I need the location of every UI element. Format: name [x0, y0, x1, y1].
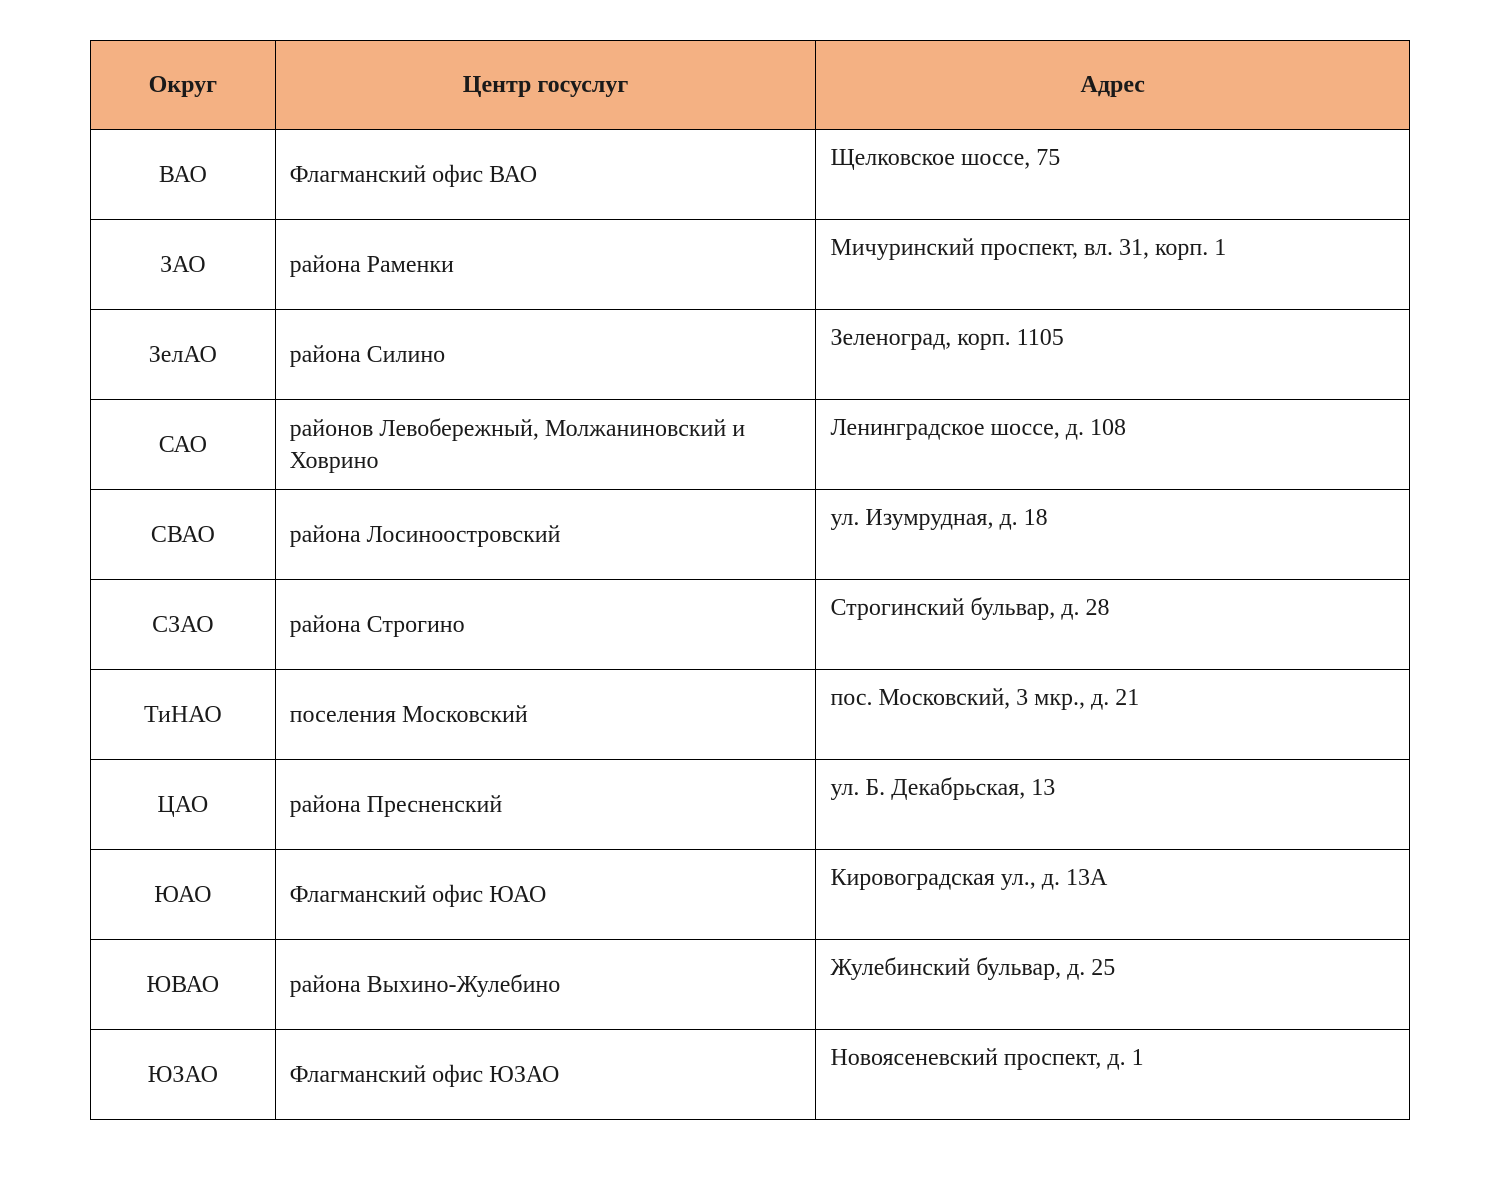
cell-okrug: СВАО	[91, 490, 276, 580]
table-row: ЗелАО района Силино Зеленоград, корп. 11…	[91, 310, 1410, 400]
cell-center: района Строгино	[275, 580, 816, 670]
cell-address: ул. Изумрудная, д. 18	[816, 490, 1410, 580]
cell-address: Жулебинский бульвар, д. 25	[816, 940, 1410, 1030]
table-row: ВАО Флагманский офис ВАО Щелковское шосс…	[91, 130, 1410, 220]
table-row: САО районов Левобережный, Молжаниновский…	[91, 400, 1410, 490]
cell-center: Флагманский офис ЮЗАО	[275, 1030, 816, 1120]
cell-address: Щелковское шоссе, 75	[816, 130, 1410, 220]
header-okrug: Округ	[91, 41, 276, 130]
cell-address: Строгинский бульвар, д. 28	[816, 580, 1410, 670]
table-row: СВАО района Лосиноостровский ул. Изумруд…	[91, 490, 1410, 580]
cell-address: Кировоградская ул., д. 13А	[816, 850, 1410, 940]
table-row: ЮАО Флагманский офис ЮАО Кировоградская …	[91, 850, 1410, 940]
table-row: ЮЗАО Флагманский офис ЮЗАО Новоясеневски…	[91, 1030, 1410, 1120]
cell-center: поселения Московский	[275, 670, 816, 760]
cell-okrug: ЮАО	[91, 850, 276, 940]
cell-okrug: ЮВАО	[91, 940, 276, 1030]
cell-center: района Силино	[275, 310, 816, 400]
cell-center: района Раменки	[275, 220, 816, 310]
cell-okrug: САО	[91, 400, 276, 490]
table-row: ЮВАО района Выхино-Жулебино Жулебинский …	[91, 940, 1410, 1030]
cell-address: Мичуринский проспект, вл. 31, корп. 1	[816, 220, 1410, 310]
cell-okrug: ЗелАО	[91, 310, 276, 400]
cell-center: Флагманский офис ЮАО	[275, 850, 816, 940]
cell-address: Зеленоград, корп. 1105	[816, 310, 1410, 400]
cell-okrug: ЗАО	[91, 220, 276, 310]
header-center: Центр госуслуг	[275, 41, 816, 130]
header-address: Адрес	[816, 41, 1410, 130]
cell-address: пос. Московский, 3 мкр., д. 21	[816, 670, 1410, 760]
cell-center: района Лосиноостровский	[275, 490, 816, 580]
cell-okrug: ТиНАО	[91, 670, 276, 760]
cell-address: Новоясеневский проспект, д. 1	[816, 1030, 1410, 1120]
cell-center: районов Левобережный, Молжаниновский и Х…	[275, 400, 816, 490]
cell-okrug: ЮЗАО	[91, 1030, 276, 1120]
table-header-row: Округ Центр госуслуг Адрес	[91, 41, 1410, 130]
table-row: СЗАО района Строгино Строгинский бульвар…	[91, 580, 1410, 670]
table-body: ВАО Флагманский офис ВАО Щелковское шосс…	[91, 130, 1410, 1120]
cell-okrug: ЦАО	[91, 760, 276, 850]
cell-center: района Пресненский	[275, 760, 816, 850]
cell-address: ул. Б. Декабрьская, 13	[816, 760, 1410, 850]
table-row: ТиНАО поселения Московский пос. Московск…	[91, 670, 1410, 760]
cell-center: района Выхино-Жулебино	[275, 940, 816, 1030]
cell-okrug: ВАО	[91, 130, 276, 220]
table-row: ЗАО района Раменки Мичуринский проспект,…	[91, 220, 1410, 310]
services-table: Округ Центр госуслуг Адрес ВАО Флагманск…	[90, 40, 1410, 1120]
cell-okrug: СЗАО	[91, 580, 276, 670]
table-header: Округ Центр госуслуг Адрес	[91, 41, 1410, 130]
cell-address: Ленинградское шоссе, д. 108	[816, 400, 1410, 490]
cell-center: Флагманский офис ВАО	[275, 130, 816, 220]
table-row: ЦАО района Пресненский ул. Б. Декабрьска…	[91, 760, 1410, 850]
